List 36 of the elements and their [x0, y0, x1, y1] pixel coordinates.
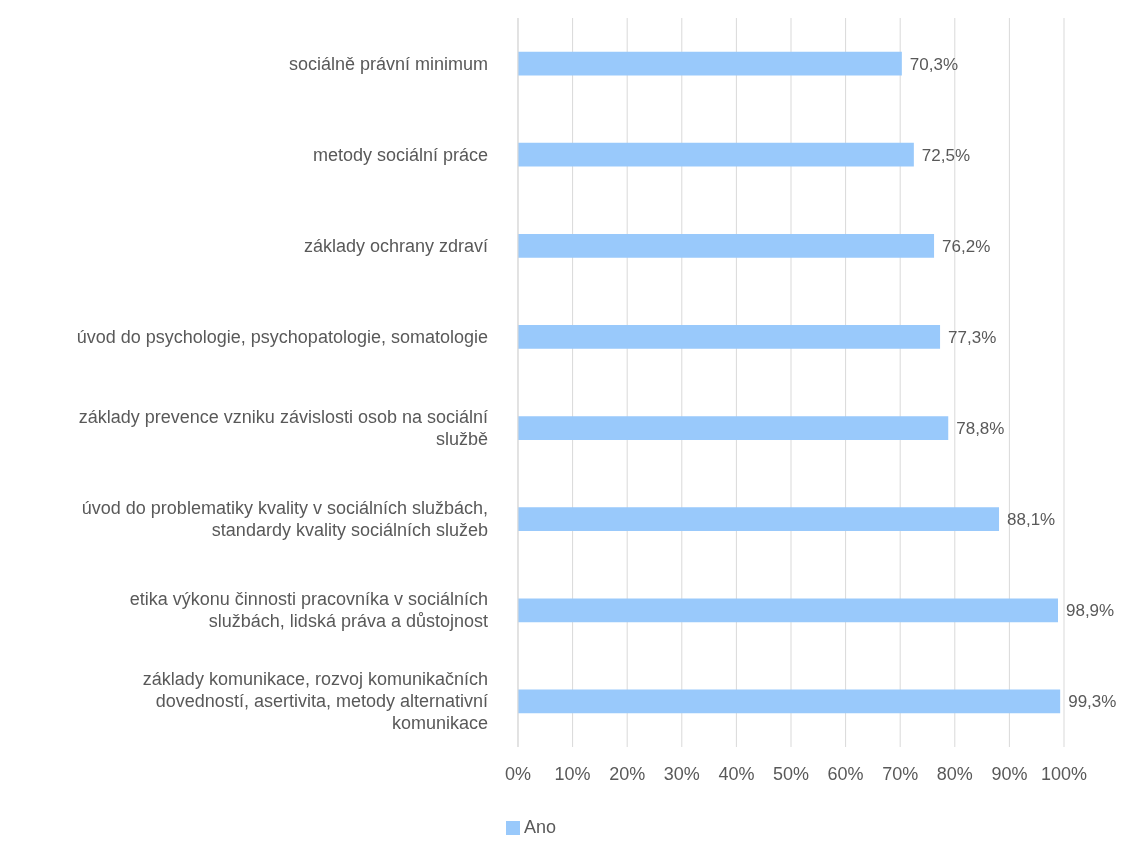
data-label: 88,1% [1007, 510, 1056, 530]
y-tick-label: etika výkonu činnosti pracovníka v sociálních službách, lidská práva a důstojnost [129, 589, 488, 632]
bar [518, 416, 949, 440]
x-tick-label: 70% [882, 763, 919, 784]
x-tick-label: 30% [663, 763, 700, 784]
data-label: 77,3% [948, 327, 997, 347]
bar [518, 598, 1058, 623]
data-label: 72,5% [921, 145, 971, 165]
y-tick-label: úvod do psychologie, psychopatologie, somatologie [76, 326, 488, 347]
data-label: 76,2% [942, 236, 991, 256]
y-tick-label: sociálně právní minimum [288, 53, 488, 74]
y-tick-label: metody sociální práce [312, 144, 488, 165]
data-label: 78,8% [956, 419, 1005, 439]
bar [518, 689, 1061, 714]
data-label: 98,9% [1065, 601, 1115, 621]
x-tick-label: 90% [991, 763, 1028, 784]
bar [518, 325, 941, 349]
legend-label: Ano [523, 817, 557, 837]
y-tick-label: základy komunikace, rozvoj komunikačních dovedností, asertivita, metody alternativní komunikace [142, 669, 488, 734]
bar [518, 142, 914, 167]
data-label: 70,3% [909, 54, 959, 74]
bar [518, 233, 935, 258]
x-tick-label: 20% [609, 763, 646, 784]
x-tick-label: 50% [772, 763, 810, 784]
x-tick-label: 10% [554, 763, 591, 784]
bar [518, 51, 902, 76]
y-tick-label: základy prevence vzniku závislosti osob na sociální službě [78, 407, 488, 450]
x-tick-label: 100% [1040, 763, 1088, 784]
x-tick-label: 40% [718, 763, 755, 784]
x-tick-label: 0% [504, 763, 532, 784]
data-label: 99,3% [1068, 692, 1117, 712]
x-tick-label: 60% [827, 763, 864, 784]
y-tick-label: úvod do problematiky kvality v sociálních službách, standardy kvality sociálních služeb [81, 498, 488, 541]
x-tick-label: 80% [936, 763, 973, 784]
bar [518, 507, 1000, 532]
y-tick-label: základy ochrany zdraví [303, 235, 488, 256]
